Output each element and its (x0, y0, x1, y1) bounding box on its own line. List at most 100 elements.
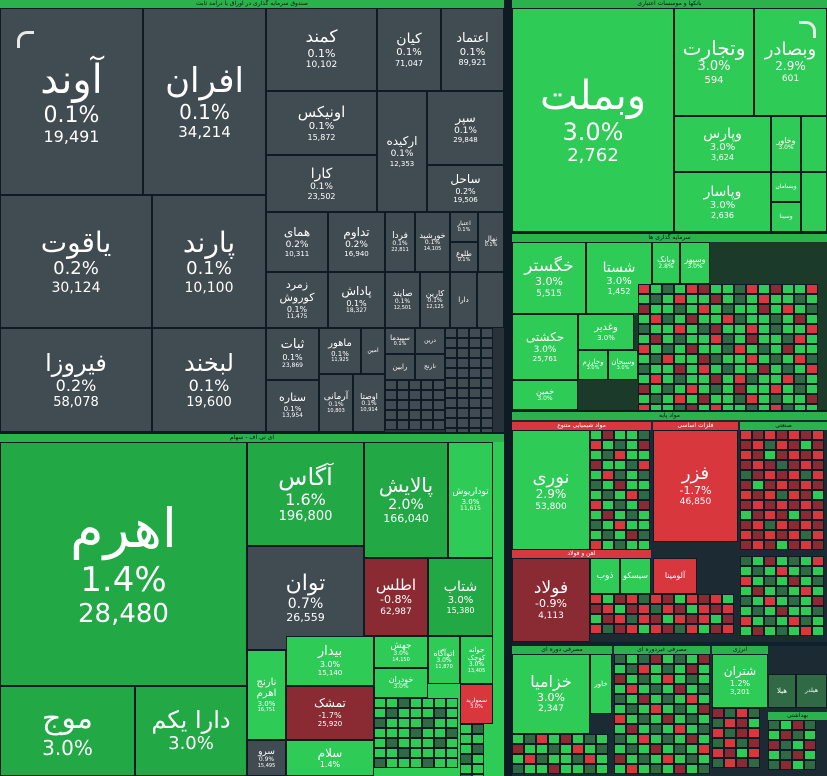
mini-tile[interactable] (698, 284, 710, 294)
mini-tile[interactable] (650, 334, 662, 344)
mini-tile[interactable] (794, 294, 806, 304)
mini-tile[interactable] (780, 760, 792, 770)
mini-tile[interactable] (638, 704, 650, 714)
fund-tile-separ[interactable]: سپر 0.1% 29,848 (427, 91, 504, 165)
mini-tile[interactable] (800, 480, 812, 490)
etf-tile-sarv[interactable]: سرو 0.9% 15,495 (247, 740, 286, 776)
mini-tile[interactable] (776, 556, 788, 566)
mini-tile[interactable] (614, 684, 626, 694)
mini-tile[interactable] (662, 324, 674, 334)
mini-tile[interactable] (752, 500, 764, 510)
mini-tile[interactable] (782, 394, 794, 404)
fund-tile-karin[interactable]: کارین 0.1% 12,125 (420, 272, 450, 328)
mini-tile[interactable] (734, 394, 746, 404)
fund-tile-setareh[interactable]: ستاره 0.1% 13,954 (266, 380, 319, 432)
mini-tile[interactable] (650, 694, 662, 704)
mini-tile[interactable] (410, 748, 422, 758)
mini-tile[interactable] (650, 364, 662, 374)
mini-tile[interactable] (782, 374, 794, 384)
mini-tile[interactable] (734, 294, 746, 304)
mini-tile[interactable] (590, 594, 602, 604)
mini-tile[interactable] (472, 724, 484, 734)
mini-tile[interactable] (748, 728, 760, 738)
mini-tile[interactable] (374, 748, 386, 758)
mini-tile[interactable] (740, 470, 752, 480)
fund-tile-rabin[interactable]: رابین (385, 354, 415, 380)
mini-tile[interactable] (410, 728, 422, 738)
mini-tile[interactable] (674, 374, 686, 384)
mini-tile[interactable] (674, 604, 686, 614)
etf-tile-dara-yekom[interactable]: دارا یکم 3.0% (135, 686, 247, 776)
mini-tile[interactable] (662, 604, 674, 614)
mini-tile[interactable] (734, 304, 746, 314)
mini-tile[interactable] (698, 624, 710, 634)
mini-tile[interactable] (481, 338, 493, 348)
mini-tile[interactable] (806, 334, 818, 344)
mini-tile[interactable] (722, 384, 734, 394)
mini-tile[interactable] (638, 344, 650, 354)
etf-tile-palayesh[interactable]: پالایش 2.0% 166,040 (364, 442, 448, 558)
mini-tile[interactable] (626, 624, 638, 634)
mini-tile[interactable] (397, 400, 409, 410)
mini-tile[interactable] (734, 324, 746, 334)
fund-tile-afran[interactable]: افران 0.1% 34,214 (143, 8, 266, 195)
mini-tile[interactable] (722, 284, 734, 294)
mini-tile[interactable] (614, 520, 626, 530)
mini-tile[interactable] (712, 708, 724, 718)
mini-tile[interactable] (445, 408, 457, 418)
mini-tile[interactable] (806, 384, 818, 394)
mini-tile[interactable] (650, 714, 662, 724)
mini-tile[interactable] (746, 344, 758, 354)
mini-tile[interactable] (602, 460, 614, 470)
bank-tile-vpars[interactable]: وپارس 3.0% 3,624 (674, 116, 771, 172)
mini-tile[interactable] (650, 734, 662, 744)
mini-tile[interactable] (746, 304, 758, 314)
fund-tile-sahel[interactable]: ساحل 0.2% 19,506 (427, 165, 504, 212)
mini-tile[interactable] (698, 764, 710, 774)
mini-tile[interactable] (626, 734, 638, 744)
mini-tile[interactable] (638, 440, 650, 450)
mini-tile[interactable] (770, 374, 782, 384)
mini-tile[interactable] (788, 510, 800, 520)
mini-tile[interactable] (740, 530, 752, 540)
mini-tile[interactable] (674, 314, 686, 324)
mini-tile[interactable] (686, 734, 698, 744)
mini-tile[interactable] (698, 374, 710, 384)
mini-tile[interactable] (770, 404, 782, 410)
mini-tile[interactable] (590, 614, 602, 624)
mini-tile[interactable] (614, 490, 626, 500)
mini-tile[interactable] (398, 728, 410, 738)
mini-tile[interactable] (433, 400, 445, 410)
mini-tile[interactable] (590, 480, 602, 490)
mini-tile[interactable] (800, 440, 812, 450)
mini-tile[interactable] (698, 684, 710, 694)
fund-tile-armani[interactable]: آرمانی 0.1% 10,803 (319, 374, 353, 432)
mini-tile[interactable] (776, 460, 788, 470)
mini-tile[interactable] (590, 540, 602, 550)
mini-tile[interactable] (590, 490, 602, 500)
mini-tile[interactable] (740, 430, 752, 440)
mini-tile[interactable] (788, 490, 800, 500)
mini-tile[interactable] (776, 480, 788, 490)
mini-tile[interactable] (638, 284, 650, 294)
fund-tile-farda[interactable]: فردا 0.1% 22,811 (385, 212, 415, 272)
mini-tile[interactable] (764, 626, 776, 636)
mini-tile[interactable] (434, 728, 446, 738)
mini-tile[interactable] (674, 764, 686, 774)
mini-tile[interactable] (662, 664, 674, 674)
mini-tile[interactable] (712, 748, 724, 758)
mini-tile[interactable] (698, 704, 710, 714)
mini-tile[interactable] (788, 450, 800, 460)
mini-tile[interactable] (524, 764, 536, 774)
mini-tile[interactable] (800, 490, 812, 500)
mini-tile[interactable] (409, 420, 421, 430)
mini-tile[interactable] (792, 760, 804, 770)
fund-tile-homay[interactable]: همای 0.2% 10,311 (266, 212, 328, 272)
mini-tile[interactable] (764, 510, 776, 520)
mini-tile[interactable] (746, 404, 758, 410)
mini-tile[interactable] (698, 304, 710, 314)
mini-tile[interactable] (446, 708, 458, 718)
mini-tile[interactable] (782, 314, 794, 324)
mini-tile[interactable] (686, 594, 698, 604)
bank-tile-small-a[interactable] (801, 116, 827, 172)
